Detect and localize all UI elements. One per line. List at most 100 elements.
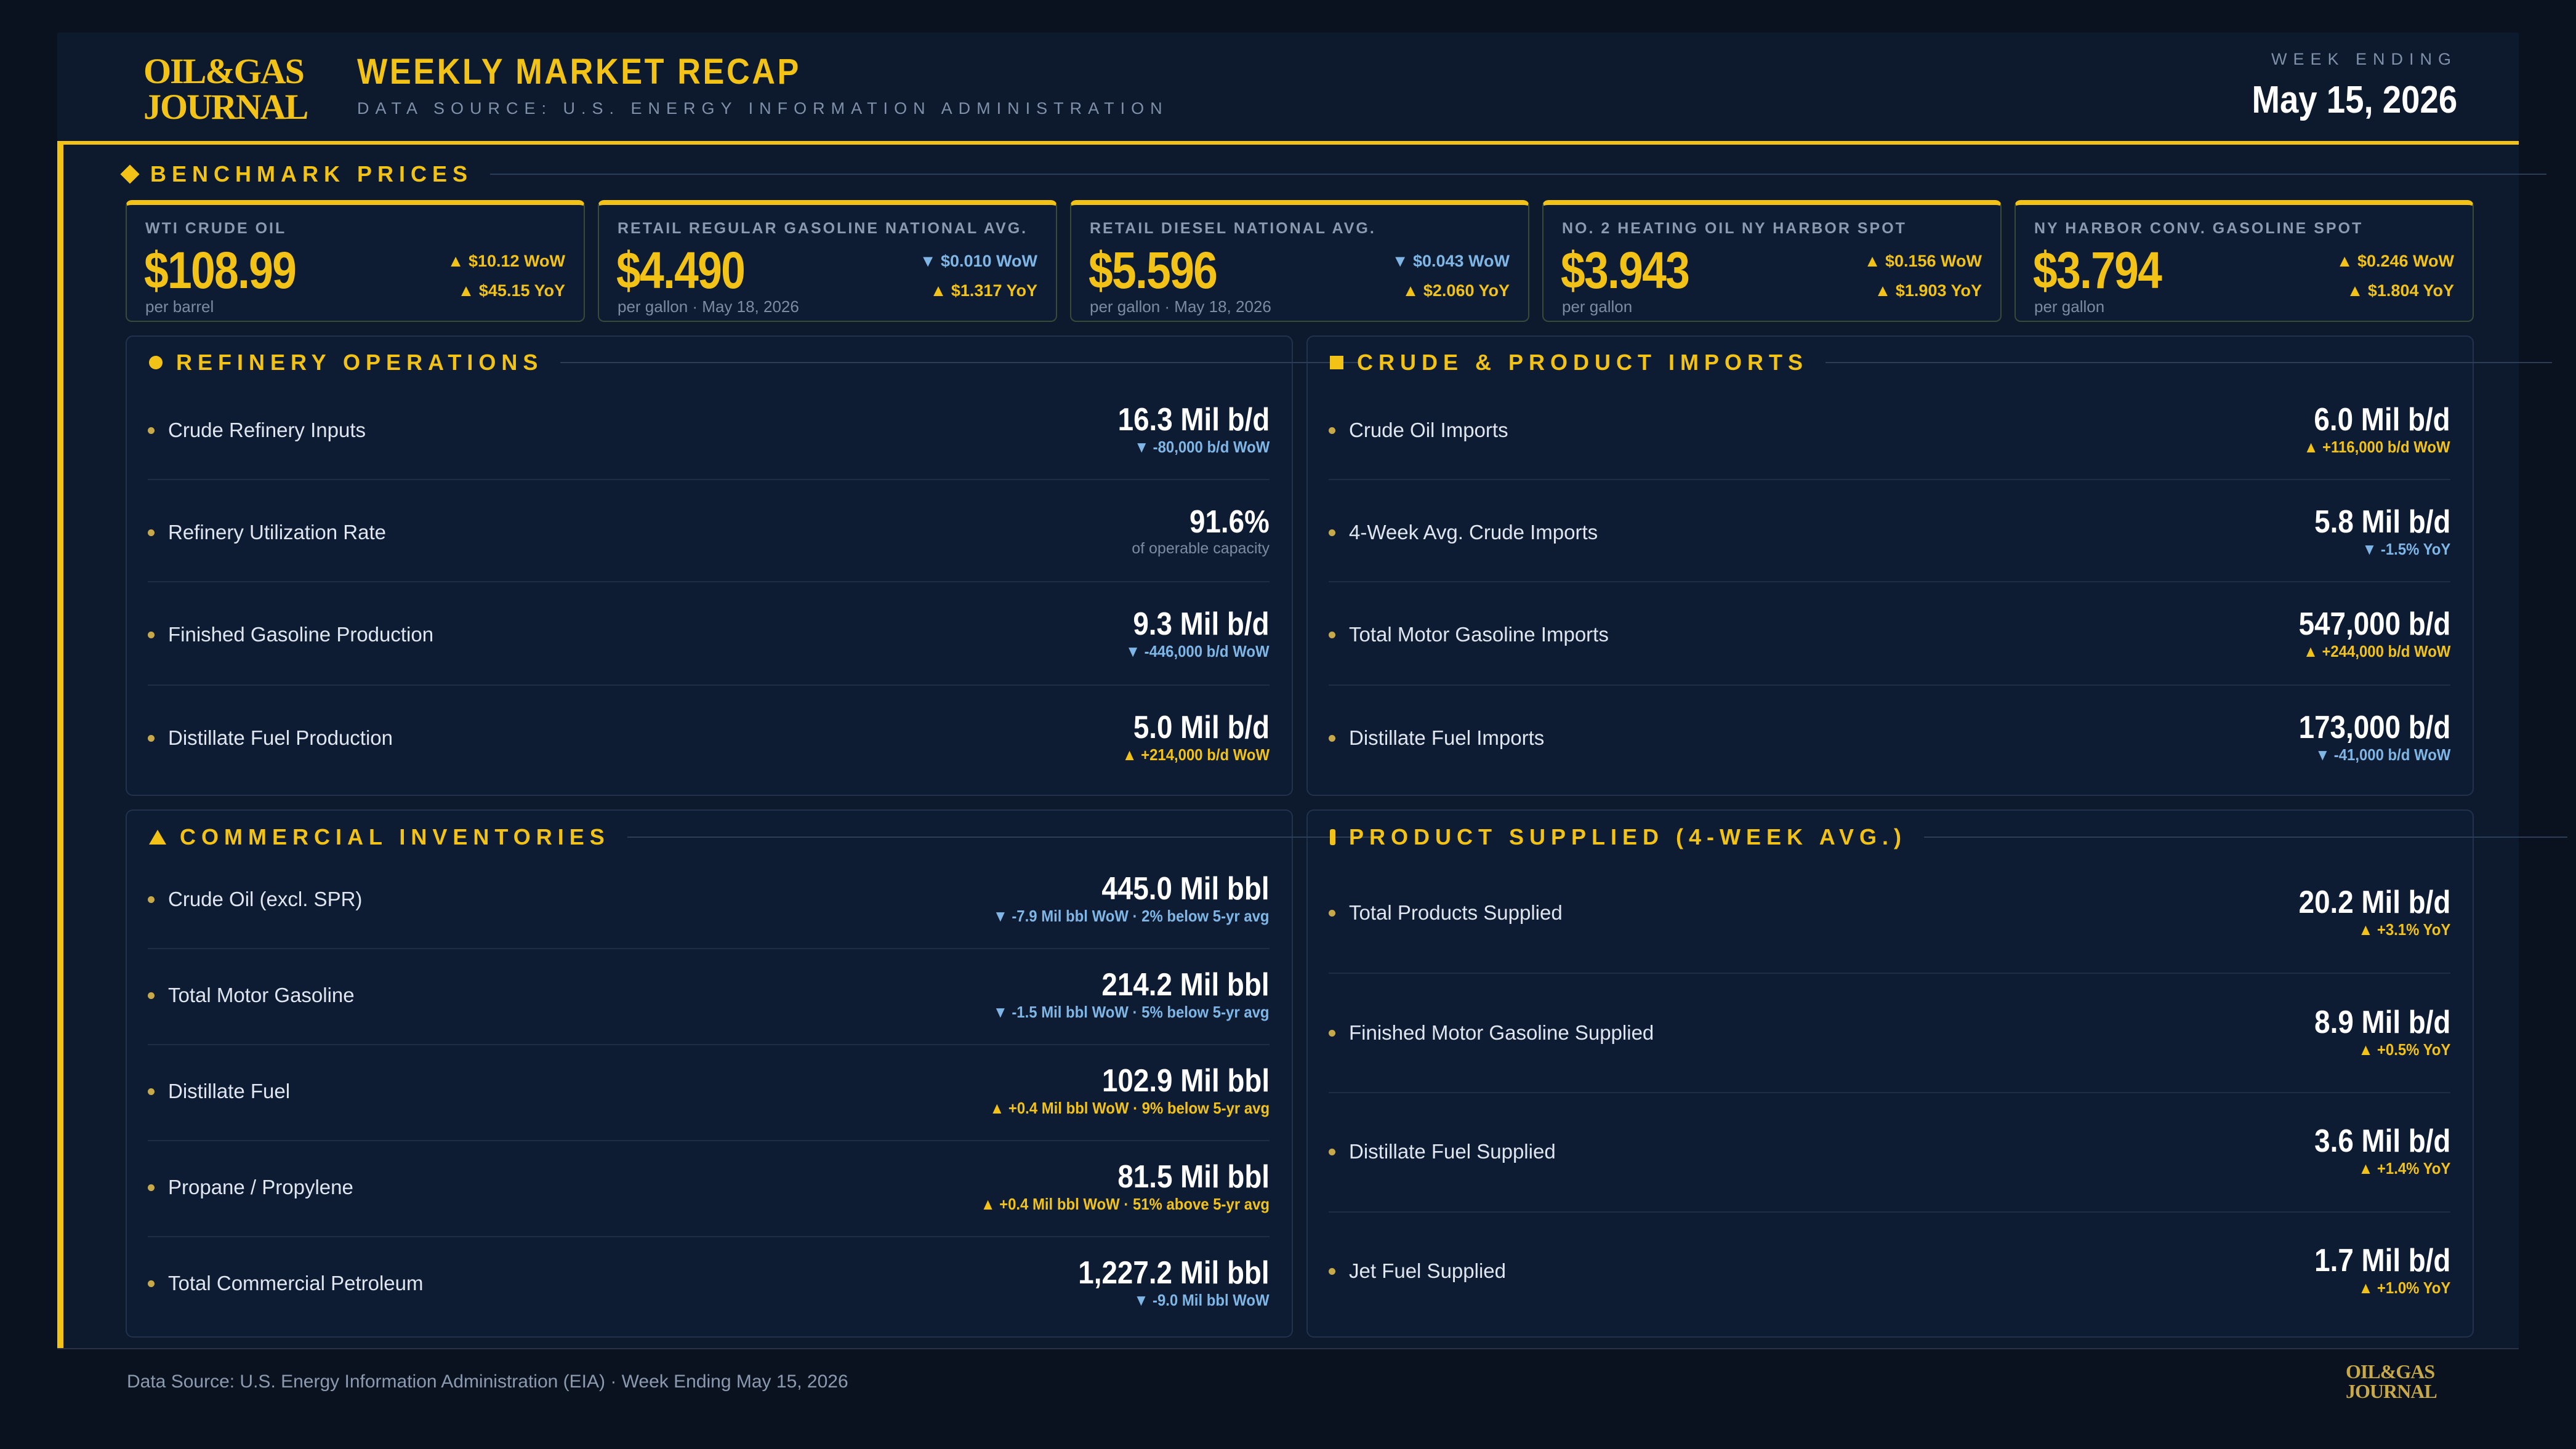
week-ending-label: WEEK ENDING	[2271, 50, 2457, 68]
row-change: ▲ +0.4 Mil bbl WoW · 51% above 5-yr avg	[980, 1195, 1270, 1213]
price-card-value: $3.794	[2033, 241, 2162, 299]
bullet-icon	[148, 896, 155, 903]
row-label-text: Distillate Fuel	[168, 1080, 291, 1102]
bullet-icon	[148, 1280, 155, 1287]
refinery-section-title: REFINERY OPERATIONS	[149, 350, 1361, 375]
price-card-value: $108.99	[144, 241, 297, 299]
price-card-wow-change: ▲ $0.156 WoW	[1864, 252, 1982, 270]
square-icon	[1330, 356, 1343, 369]
row-label-text: Crude Oil (excl. SPR)	[168, 888, 363, 910]
row-change: ▼ -9.0 Mil bbl WoW	[1134, 1291, 1270, 1309]
footer-divider	[57, 1348, 2519, 1349]
price-card-yoy-change: ▲ $1.804 YoY	[2346, 281, 2454, 300]
section-rule	[627, 837, 1375, 838]
row-main-value: 91.6%	[1189, 504, 1270, 540]
row-value: 5.0 Mil b/d ▲ +214,000 b/d WoW	[1109, 710, 1270, 765]
row-label: Refinery Utilization Rate	[148, 521, 386, 544]
diamond-icon	[120, 164, 140, 184]
bullet-icon	[148, 529, 155, 536]
inventories-title-text: COMMERCIAL INVENTORIES	[180, 824, 610, 849]
page-title: WEEKLY MARKET RECAP	[357, 52, 801, 92]
row-change: ▼ -1.5% YoY	[2362, 540, 2450, 558]
row-main-value: 9.3 Mil b/d	[1133, 606, 1270, 642]
row-label-text: Distillate Fuel Supplied	[1349, 1140, 1556, 1163]
row-note: of operable capacity	[1132, 540, 1270, 557]
row-divider	[148, 1044, 1270, 1045]
row-label: Distillate Fuel	[148, 1080, 290, 1103]
row-value: 6.0 Mil b/d ▲ +116,000 b/d WoW	[2291, 403, 2450, 457]
row-label-text: Crude Oil Imports	[1349, 419, 1508, 441]
price-card-wow-change: ▼ $0.010 WoW	[919, 252, 1037, 270]
price-card-value: $4.490	[616, 241, 746, 299]
price-card-label: WTI CRUDE OIL	[145, 220, 287, 237]
row-main-value: 1.7 Mil b/d	[2314, 1243, 2450, 1278]
bullet-icon	[1329, 1148, 1335, 1155]
bullet-icon	[148, 734, 155, 742]
footer-source-text: Data Source: U.S. Energy Information Adm…	[127, 1371, 848, 1392]
row-label-text: Crude Refinery Inputs	[168, 419, 366, 441]
imports-title-text: CRUDE & PRODUCT IMPORTS	[1357, 350, 1809, 375]
row-label: Total Commercial Petroleum	[148, 1272, 423, 1295]
row-divider	[1329, 1092, 2450, 1093]
row-main-value: 20.2 Mil b/d	[2298, 885, 2450, 920]
row-value: 547,000 b/d ▲ +244,000 b/d WoW	[2278, 607, 2450, 661]
price-card-note: per gallon	[2034, 297, 2105, 316]
price-card-yoy-change: ▲ $1.903 YoY	[1874, 281, 1982, 300]
bullet-icon	[148, 992, 155, 999]
price-card-yoy-change: ▲ $45.15 YoY	[457, 281, 565, 300]
row-value: 16.3 Mil b/d ▼ -80,000 b/d WoW	[1097, 403, 1270, 457]
row-main-value: 16.3 Mil b/d	[1117, 402, 1270, 438]
row-change: ▲ +3.1% YoY	[2358, 920, 2450, 939]
row-main-value: 5.0 Mil b/d	[1133, 710, 1270, 745]
row-change: ▲ +116,000 b/d WoW	[2304, 438, 2450, 456]
price-card: RETAIL DIESEL NATIONAL AVG. $5.596 per gal…	[1070, 200, 1529, 322]
supplied-panel	[1306, 809, 2474, 1338]
bullet-icon	[1329, 909, 1335, 917]
row-divider	[148, 1140, 1270, 1141]
price-card-yoy-change: ▲ $1.317 YoY	[930, 281, 1037, 300]
row-main-value: 6.0 Mil b/d	[2314, 402, 2450, 438]
bullet-icon	[148, 631, 155, 638]
price-card: NO. 2 HEATING OIL NY HARBOR SPOT $3.943 pe…	[1542, 200, 2002, 322]
row-divider	[148, 1236, 1270, 1237]
footer-logo: OIL&GAS JOURNAL	[2346, 1362, 2437, 1401]
row-divider	[148, 479, 1270, 480]
row-label-text: Total Motor Gasoline	[168, 984, 355, 1006]
header: OIL&GAS JOURNAL WEEKLY MARKET RECAP DATA…	[57, 33, 2519, 145]
row-label-text: Finished Gasoline Production	[168, 623, 434, 646]
data-source-subtitle: DATA SOURCE: U.S. ENERGY INFORMATION ADM…	[357, 99, 1169, 118]
row-divider	[1329, 581, 2450, 582]
price-card-label: RETAIL DIESEL NATIONAL AVG.	[1090, 220, 1376, 237]
row-main-value: 214.2 Mil bbl	[1101, 967, 1270, 1003]
inventories-panel	[126, 809, 1293, 1338]
row-divider	[1329, 479, 2450, 480]
row-divider	[148, 684, 1270, 686]
bullet-icon	[148, 1184, 155, 1191]
price-card-value: $5.596	[1089, 241, 1218, 299]
bar-icon	[1330, 829, 1335, 845]
bullet-icon	[148, 1088, 155, 1095]
price-card-note: per gallon	[1562, 297, 1633, 316]
row-label: Distillate Fuel Production	[148, 726, 393, 750]
section-rule	[560, 362, 1361, 363]
row-label: Propane / Propylene	[148, 1176, 353, 1199]
row-value: 173,000 b/d ▼ -41,000 b/d WoW	[2278, 710, 2450, 765]
row-value: 20.2 Mil b/d ▲ +3.1% YoY	[2278, 885, 2450, 939]
row-label-text: Total Products Supplied	[1349, 901, 1563, 924]
price-card-wow-change: ▲ $10.12 WoW	[447, 252, 565, 270]
row-change: ▲ +214,000 b/d WoW	[1122, 745, 1270, 764]
circle-icon	[149, 356, 163, 369]
row-label-text: Total Commercial Petroleum	[168, 1272, 424, 1294]
row-label: Crude Oil (excl. SPR)	[148, 888, 362, 911]
accent-sidebar	[57, 145, 63, 1348]
footer-logo-line-1: OIL&GAS	[2346, 1360, 2435, 1383]
row-value: 91.6% of operable capacity	[1132, 505, 1270, 558]
inventories-section-title: COMMERCIAL INVENTORIES	[149, 824, 1375, 850]
row-divider	[148, 948, 1270, 949]
section-rule	[1924, 837, 2568, 838]
row-label-text: Propane / Propylene	[168, 1176, 353, 1198]
price-card-wow-change: ▼ $0.043 WoW	[1391, 252, 1510, 270]
price-card-note: per barrel	[145, 297, 214, 316]
row-value: 1,227.2 Mil bbl ▼ -9.0 Mil bbl WoW	[1052, 1256, 1270, 1310]
price-card: RETAIL REGULAR GASOLINE NATIONAL AVG. $4.…	[598, 200, 1057, 322]
